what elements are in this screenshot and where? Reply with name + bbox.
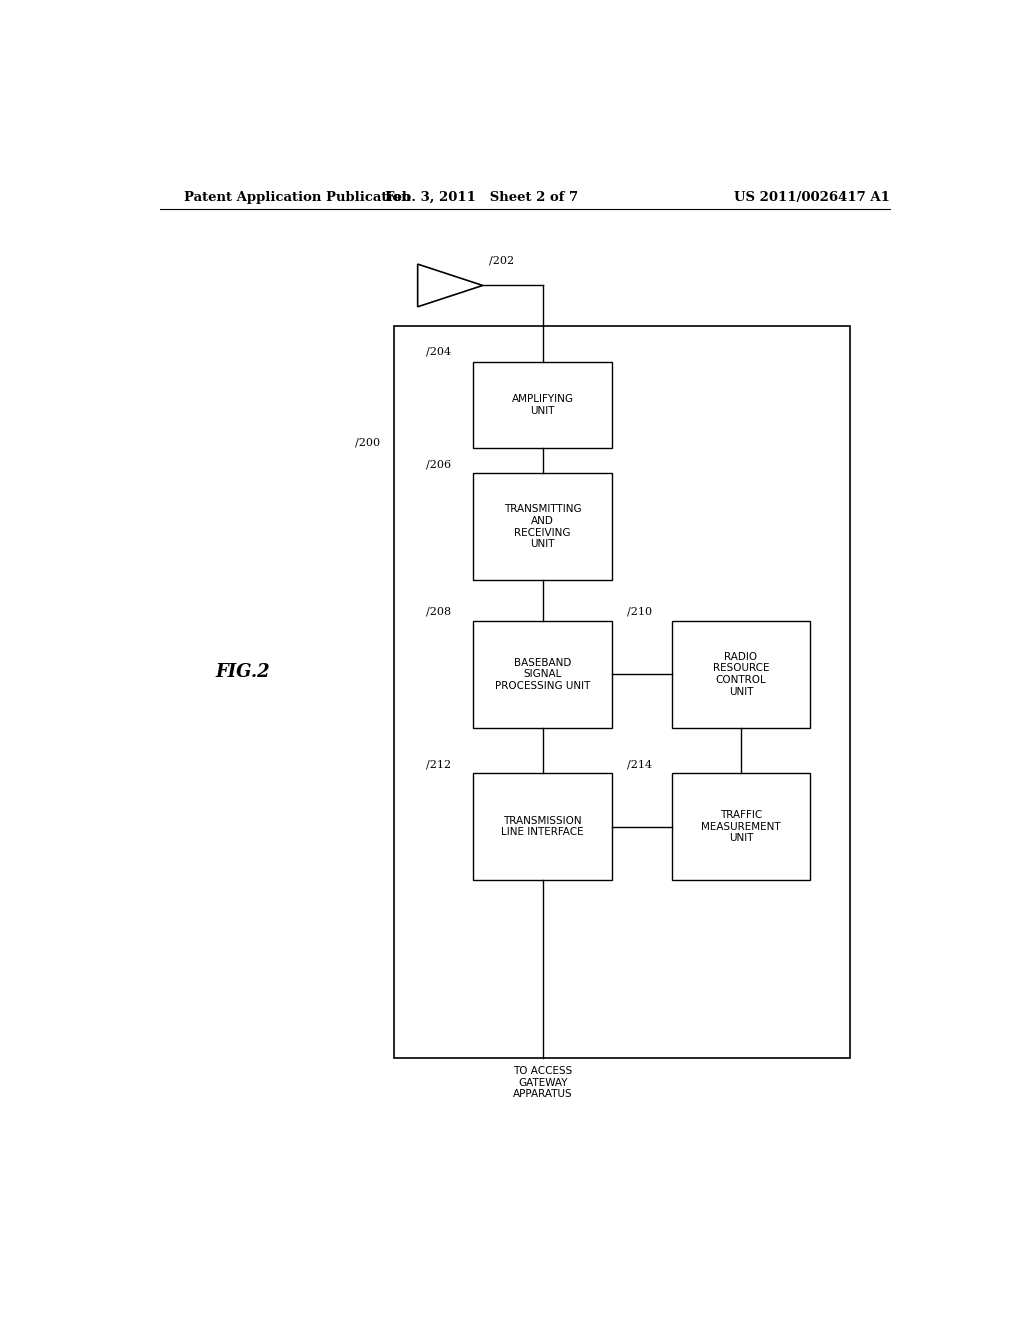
Text: /210: /210 [627,607,652,616]
Text: AMPLIFYING
UNIT: AMPLIFYING UNIT [512,395,573,416]
Text: TRAFFIC
MEASUREMENT
UNIT: TRAFFIC MEASUREMENT UNIT [701,810,781,843]
Text: US 2011/0026417 A1: US 2011/0026417 A1 [734,190,890,203]
Text: /204: /204 [426,347,451,356]
Bar [473,362,612,447]
Text: TRANSMISSION
LINE INTERFACE: TRANSMISSION LINE INTERFACE [502,816,584,837]
Bar [672,620,811,727]
Text: RADIO
RESOURCE
CONTROL
UNIT: RADIO RESOURCE CONTROL UNIT [713,652,769,697]
Text: /214: /214 [627,759,652,770]
Text: /200: /200 [355,438,380,447]
Bar [473,774,612,880]
Text: BASEBAND
SIGNAL
PROCESSING UNIT: BASEBAND SIGNAL PROCESSING UNIT [495,657,591,690]
Text: Patent Application Publication: Patent Application Publication [183,190,411,203]
Text: Feb. 3, 2011   Sheet 2 of 7: Feb. 3, 2011 Sheet 2 of 7 [385,190,578,203]
Text: /206: /206 [426,459,451,470]
Bar [473,474,612,581]
Text: FIG.2: FIG.2 [216,663,270,681]
Bar [473,620,612,727]
Text: /208: /208 [426,607,451,616]
Bar [672,774,811,880]
Bar [394,326,850,1057]
Text: /212: /212 [426,759,451,770]
Text: /202: /202 [489,255,514,265]
Text: TRANSMITTING
AND
RECEIVING
UNIT: TRANSMITTING AND RECEIVING UNIT [504,504,582,549]
Text: TO ACCESS
GATEWAY
APPARATUS: TO ACCESS GATEWAY APPARATUS [513,1067,572,1100]
